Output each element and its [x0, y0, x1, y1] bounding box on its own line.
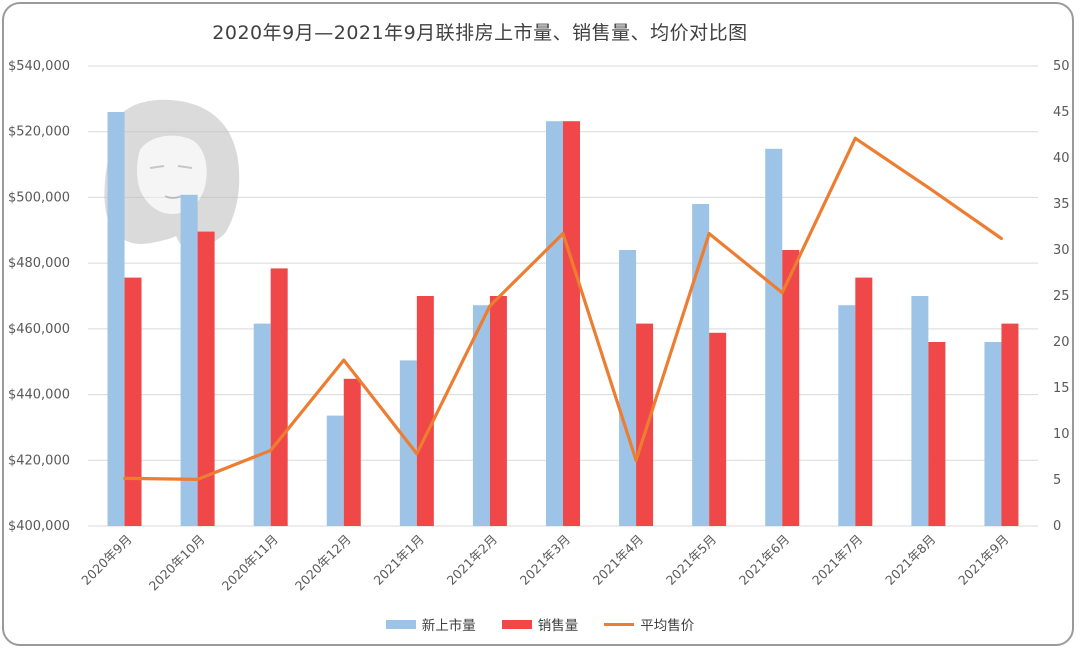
bar-sales — [928, 342, 946, 526]
avg-price-point — [780, 291, 784, 295]
avg-price-point — [634, 458, 638, 462]
right-tick-label: 30 — [1053, 243, 1070, 258]
avg-price-point — [853, 136, 857, 140]
bar-series — [107, 112, 1019, 527]
left-tick-label: $520,000 — [8, 125, 70, 140]
right-tick-label: 40 — [1053, 151, 1070, 166]
left-tick-label: $400,000 — [8, 519, 70, 534]
avg-price-point — [269, 448, 273, 452]
bar-new-listings — [107, 112, 125, 526]
legend: 新上市量 销售量 平均售价 — [0, 614, 1080, 634]
bar-sales — [270, 268, 288, 526]
avg-price-point — [196, 477, 200, 481]
avg-price-point — [999, 237, 1003, 240]
bar-new-listings — [765, 148, 783, 527]
bar-sales — [709, 332, 727, 526]
bar-new-listings — [619, 250, 637, 526]
bar-sales — [489, 296, 507, 526]
x-tick-label: 2020年10月 — [146, 532, 208, 594]
watermark-portrait — [104, 99, 240, 246]
right-tick-label: 15 — [1053, 381, 1070, 396]
left-tick-label: $480,000 — [8, 256, 70, 271]
bar-sales — [563, 121, 580, 526]
x-tick-label: 2021年3月 — [517, 532, 573, 588]
x-axis-ticks: 2020年9月 2020年10月 2020年11月 2020年12月 2021年1月 20… — [78, 532, 1011, 594]
left-tick-label: $460,000 — [8, 322, 70, 337]
chart-title: 2020年9月—2021年9月联排房上市量、销售量、均价对比图 — [212, 22, 748, 44]
x-tick-label: 2021年1月 — [371, 532, 427, 588]
right-tick-label: 50 — [1053, 59, 1070, 74]
bar-sales — [636, 323, 654, 526]
x-tick-label: 2021年4月 — [590, 532, 646, 588]
bar-new-listings — [911, 296, 929, 526]
avg-price-point — [488, 304, 492, 308]
legend-label-sales: 销售量 — [537, 618, 579, 634]
legend-swatch-new-listings — [385, 619, 416, 629]
x-tick-label: 2020年12月 — [292, 532, 354, 594]
legend-swatch-sales — [501, 619, 532, 629]
x-tick-label: 2021年5月 — [663, 532, 719, 588]
bar-new-listings — [326, 415, 344, 526]
left-tick-label: $420,000 — [8, 453, 70, 468]
avg-price-point — [123, 476, 127, 480]
legend-swatch-avg-price — [604, 622, 635, 626]
avg-price-point — [342, 358, 346, 362]
line-series — [123, 136, 1003, 481]
avg-price-point — [707, 232, 711, 236]
bar-new-listings — [546, 121, 563, 526]
bar-sales — [855, 277, 873, 526]
bar-sales — [416, 296, 434, 526]
bar-new-listings — [253, 323, 271, 526]
bar-new-listings — [984, 342, 1002, 526]
left-tick-label: $440,000 — [8, 388, 70, 403]
bar-new-listings — [180, 194, 198, 527]
legend-item-avg-price: 平均售价 — [604, 614, 694, 634]
right-axis-ticks: 0 5 10 15 20 25 30 35 40 45 50 — [1053, 59, 1070, 534]
legend-item-sales: 销售量 — [501, 614, 579, 634]
avg-price-point — [561, 232, 565, 236]
avg-price-point — [415, 452, 419, 456]
right-tick-label: 45 — [1053, 105, 1070, 120]
left-tick-label: $540,000 — [8, 59, 70, 74]
bar-new-listings — [692, 204, 710, 526]
legend-item-new-listings: 新上市量 — [385, 614, 476, 634]
bar-new-listings — [472, 305, 490, 526]
bar-sales — [124, 277, 142, 526]
right-tick-label: 35 — [1053, 197, 1070, 212]
avg-price-point — [926, 186, 930, 190]
bar-sales — [782, 250, 800, 526]
legend-label-avg-price: 平均售价 — [640, 618, 695, 634]
bar-new-listings — [838, 305, 856, 526]
bar-sales — [343, 378, 361, 526]
right-tick-label: 10 — [1053, 427, 1070, 442]
x-tick-label: 2021年9月 — [955, 532, 1011, 588]
right-tick-label: 5 — [1053, 473, 1061, 488]
x-tick-label: 2020年9月 — [78, 532, 134, 588]
right-tick-label: 20 — [1053, 335, 1070, 350]
right-tick-label: 0 — [1053, 519, 1061, 534]
x-tick-label: 2020年11月 — [219, 532, 281, 594]
right-tick-label: 25 — [1053, 289, 1070, 304]
x-tick-label: 2021年2月 — [444, 532, 500, 588]
bar-sales — [1001, 323, 1019, 526]
x-tick-label: 2021年6月 — [736, 532, 792, 588]
x-tick-label: 2021年7月 — [809, 532, 865, 588]
left-tick-label: $500,000 — [8, 190, 70, 205]
left-axis-ticks: $400,000 $420,000 $440,000 $460,000 $480,000… — [8, 59, 70, 534]
legend-label-new-listings: 新上市量 — [421, 618, 476, 634]
bar-sales — [197, 231, 215, 526]
x-tick-label: 2021年8月 — [882, 532, 938, 588]
